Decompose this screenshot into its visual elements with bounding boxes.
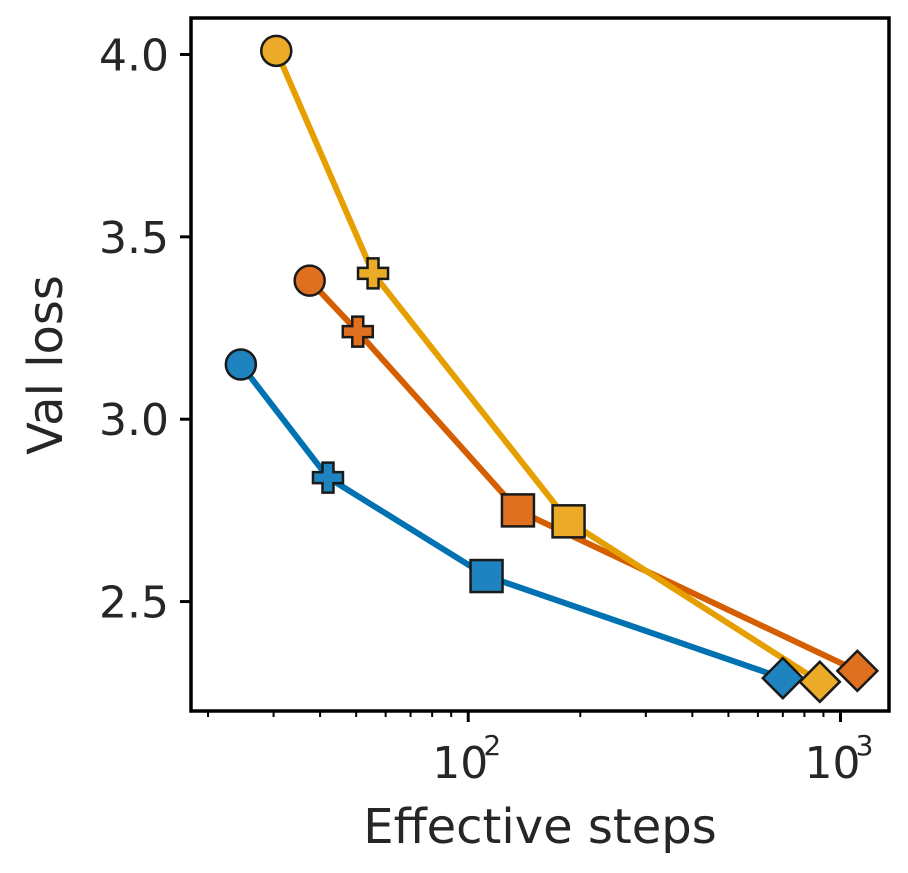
series-group (224, 34, 880, 704)
x-axis-label: Effective steps (363, 799, 717, 855)
x-tick-exponent: 2 (483, 729, 501, 762)
x-tick-exponent: 3 (856, 729, 874, 762)
plot-frame (189, 16, 891, 713)
point-blue-square (469, 558, 504, 594)
point-yellow-diamond (798, 660, 842, 704)
x-tick-label: 10 (432, 738, 488, 789)
point-yellow-square (551, 504, 586, 539)
y-tick-label: 4.0 (99, 30, 169, 81)
y-axis-label: Val loss (18, 275, 74, 455)
series-line-blue (237, 361, 786, 682)
series-lines (237, 47, 861, 685)
y-tick-label: 3.5 (99, 213, 169, 264)
point-blue-circle (224, 348, 258, 381)
point-orange-circle (293, 264, 326, 297)
point-blue-plus (311, 461, 345, 494)
series-markers (224, 34, 880, 704)
point-yellow-plus (356, 257, 390, 290)
y-tick-label: 3.0 (99, 395, 169, 446)
point-blue-diamond (761, 656, 805, 700)
series-line-orange (306, 277, 861, 674)
y-tick-label: 2.5 (99, 578, 169, 629)
series-line-yellow (273, 47, 823, 685)
point-orange-plus (341, 315, 375, 348)
point-orange-square (500, 493, 536, 528)
point-orange-diamond (835, 649, 880, 693)
x-tick-label: 10 (804, 738, 860, 789)
point-yellow-circle (260, 34, 293, 68)
